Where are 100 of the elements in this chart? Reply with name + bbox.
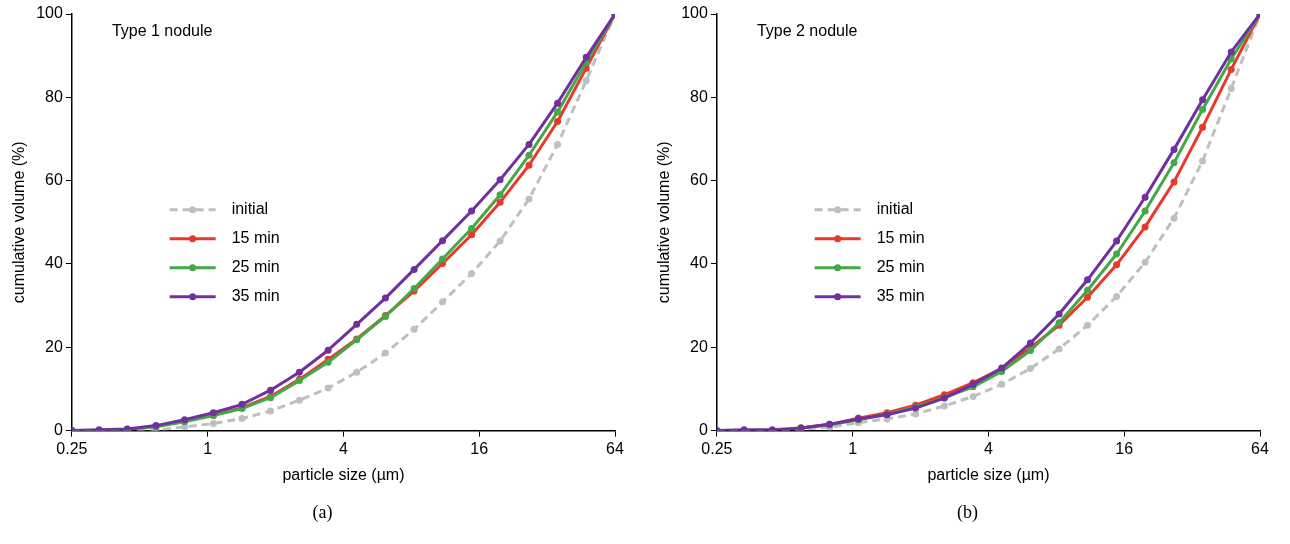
point xyxy=(1055,310,1063,318)
point xyxy=(410,325,418,333)
point xyxy=(998,380,1006,388)
x-tick-label: 1 xyxy=(848,439,858,457)
point xyxy=(1113,292,1121,300)
point xyxy=(1084,321,1092,329)
y-tick-label: 80 xyxy=(45,87,63,105)
point xyxy=(582,53,590,61)
point xyxy=(1170,159,1178,167)
point xyxy=(295,368,303,376)
point xyxy=(381,349,389,357)
x-tick-label: 0.25 xyxy=(701,439,733,457)
point xyxy=(1170,214,1178,222)
point xyxy=(468,231,476,239)
point xyxy=(1199,96,1207,104)
point xyxy=(496,191,504,199)
y-tick-label: 40 xyxy=(45,254,63,272)
point xyxy=(267,407,275,415)
y-tick-label: 60 xyxy=(45,171,63,189)
point xyxy=(439,255,447,263)
point xyxy=(1026,365,1034,373)
point xyxy=(295,396,303,404)
point xyxy=(554,140,562,148)
point xyxy=(1170,145,1178,153)
point xyxy=(496,237,504,245)
y-tick-label: 100 xyxy=(681,4,708,22)
y-tick-label: 60 xyxy=(690,171,708,189)
point xyxy=(525,161,533,169)
text: (b) xyxy=(956,502,979,523)
point xyxy=(582,77,590,85)
x-tick-label: 64 xyxy=(1251,439,1269,457)
legend-label: 35 min xyxy=(231,287,280,305)
x-tick-label: 4 xyxy=(983,439,993,457)
legend-label: 25 min xyxy=(876,258,925,276)
x-tick-label: 1 xyxy=(203,439,213,457)
point xyxy=(1227,85,1235,93)
point xyxy=(1055,345,1063,353)
y-tick-label: 20 xyxy=(45,337,63,355)
point xyxy=(1199,105,1207,113)
point xyxy=(410,265,418,273)
point xyxy=(496,176,504,184)
legend-label: initial xyxy=(876,200,914,218)
point xyxy=(353,320,361,328)
point xyxy=(1084,276,1092,284)
x-axis-title: particle size (µm) xyxy=(927,465,1050,483)
point xyxy=(525,195,533,203)
point xyxy=(439,237,447,245)
y-tick-label: 100 xyxy=(36,4,63,22)
point xyxy=(468,270,476,278)
point xyxy=(439,298,447,306)
point xyxy=(468,225,476,233)
point xyxy=(324,346,332,354)
point xyxy=(1199,157,1207,165)
point xyxy=(1227,65,1235,73)
point xyxy=(1170,178,1178,186)
point xyxy=(353,368,361,376)
point xyxy=(1113,261,1121,269)
point xyxy=(238,415,246,423)
point xyxy=(1199,123,1207,131)
y-tick-label: 40 xyxy=(690,254,708,272)
text: (a) xyxy=(311,502,334,523)
x-tick-label: 16 xyxy=(1115,439,1134,457)
x-tick-label: 64 xyxy=(606,439,624,457)
point xyxy=(525,140,533,148)
point xyxy=(468,207,476,215)
point xyxy=(1141,193,1149,201)
point xyxy=(1084,293,1092,301)
legend-label: 25 min xyxy=(231,258,280,276)
point xyxy=(1141,258,1149,266)
legend-label: 35 min xyxy=(876,287,925,305)
x-tick-label: 4 xyxy=(338,439,348,457)
y-tick-label: 0 xyxy=(698,421,708,439)
x-tick-label: 0.25 xyxy=(56,439,88,457)
x-tick-label: 16 xyxy=(470,439,489,457)
point xyxy=(1084,286,1092,294)
point xyxy=(1141,207,1149,215)
point xyxy=(238,400,246,408)
point xyxy=(1113,237,1121,245)
x-axis-title: particle size (µm) xyxy=(282,465,405,483)
legend-label: 15 min xyxy=(876,229,925,247)
legend-label: initial xyxy=(231,200,269,218)
point xyxy=(554,117,562,125)
point xyxy=(267,386,275,394)
text: Type 2 nodule xyxy=(756,22,858,40)
y-tick-label: 80 xyxy=(690,87,708,105)
point xyxy=(381,294,389,302)
y-axis-title: cumulative volume (%) xyxy=(10,141,28,304)
point xyxy=(554,99,562,107)
point xyxy=(324,384,332,392)
point xyxy=(496,198,504,206)
text: Type 1 nodule xyxy=(111,22,213,40)
point xyxy=(209,420,217,428)
point xyxy=(1026,339,1034,347)
point xyxy=(969,392,977,400)
point xyxy=(1227,48,1235,56)
point xyxy=(525,151,533,159)
y-tick-label: 0 xyxy=(53,421,63,439)
point xyxy=(1113,250,1121,258)
point xyxy=(940,402,948,410)
y-axis-title: cumulative volume (%) xyxy=(655,141,673,304)
